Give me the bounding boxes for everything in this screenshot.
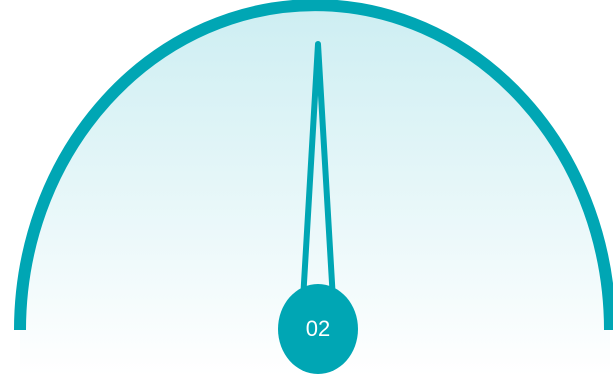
gauge-value-label: 02 [305, 316, 331, 341]
needle-icon [300, 41, 336, 303]
gauge-fill [20, 5, 610, 376]
needle-hub [278, 284, 358, 374]
gauge-arc [14, 0, 613, 331]
